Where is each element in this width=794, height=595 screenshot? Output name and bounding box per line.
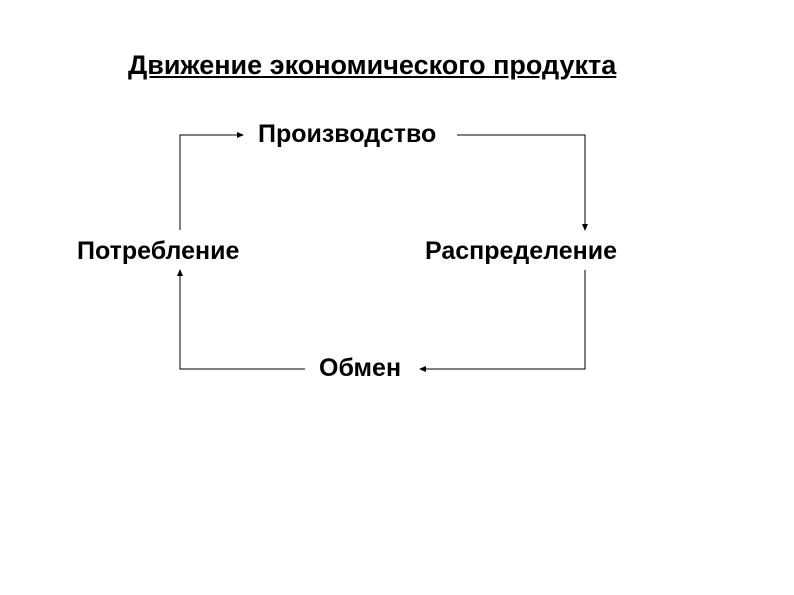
- diagram-title: Движение экономического продукта: [128, 50, 616, 81]
- edge-right-to-bottom: [420, 270, 585, 369]
- edge-top-to-right: [457, 135, 585, 230]
- node-distribution: Распределение: [425, 237, 617, 266]
- node-production: Производство: [258, 120, 436, 149]
- edge-left-to-top: [180, 135, 243, 230]
- node-exchange: Обмен: [319, 354, 401, 383]
- diagram-edges: [0, 0, 794, 595]
- node-consumption: Потребление: [77, 237, 239, 266]
- edge-bottom-to-left: [180, 270, 305, 369]
